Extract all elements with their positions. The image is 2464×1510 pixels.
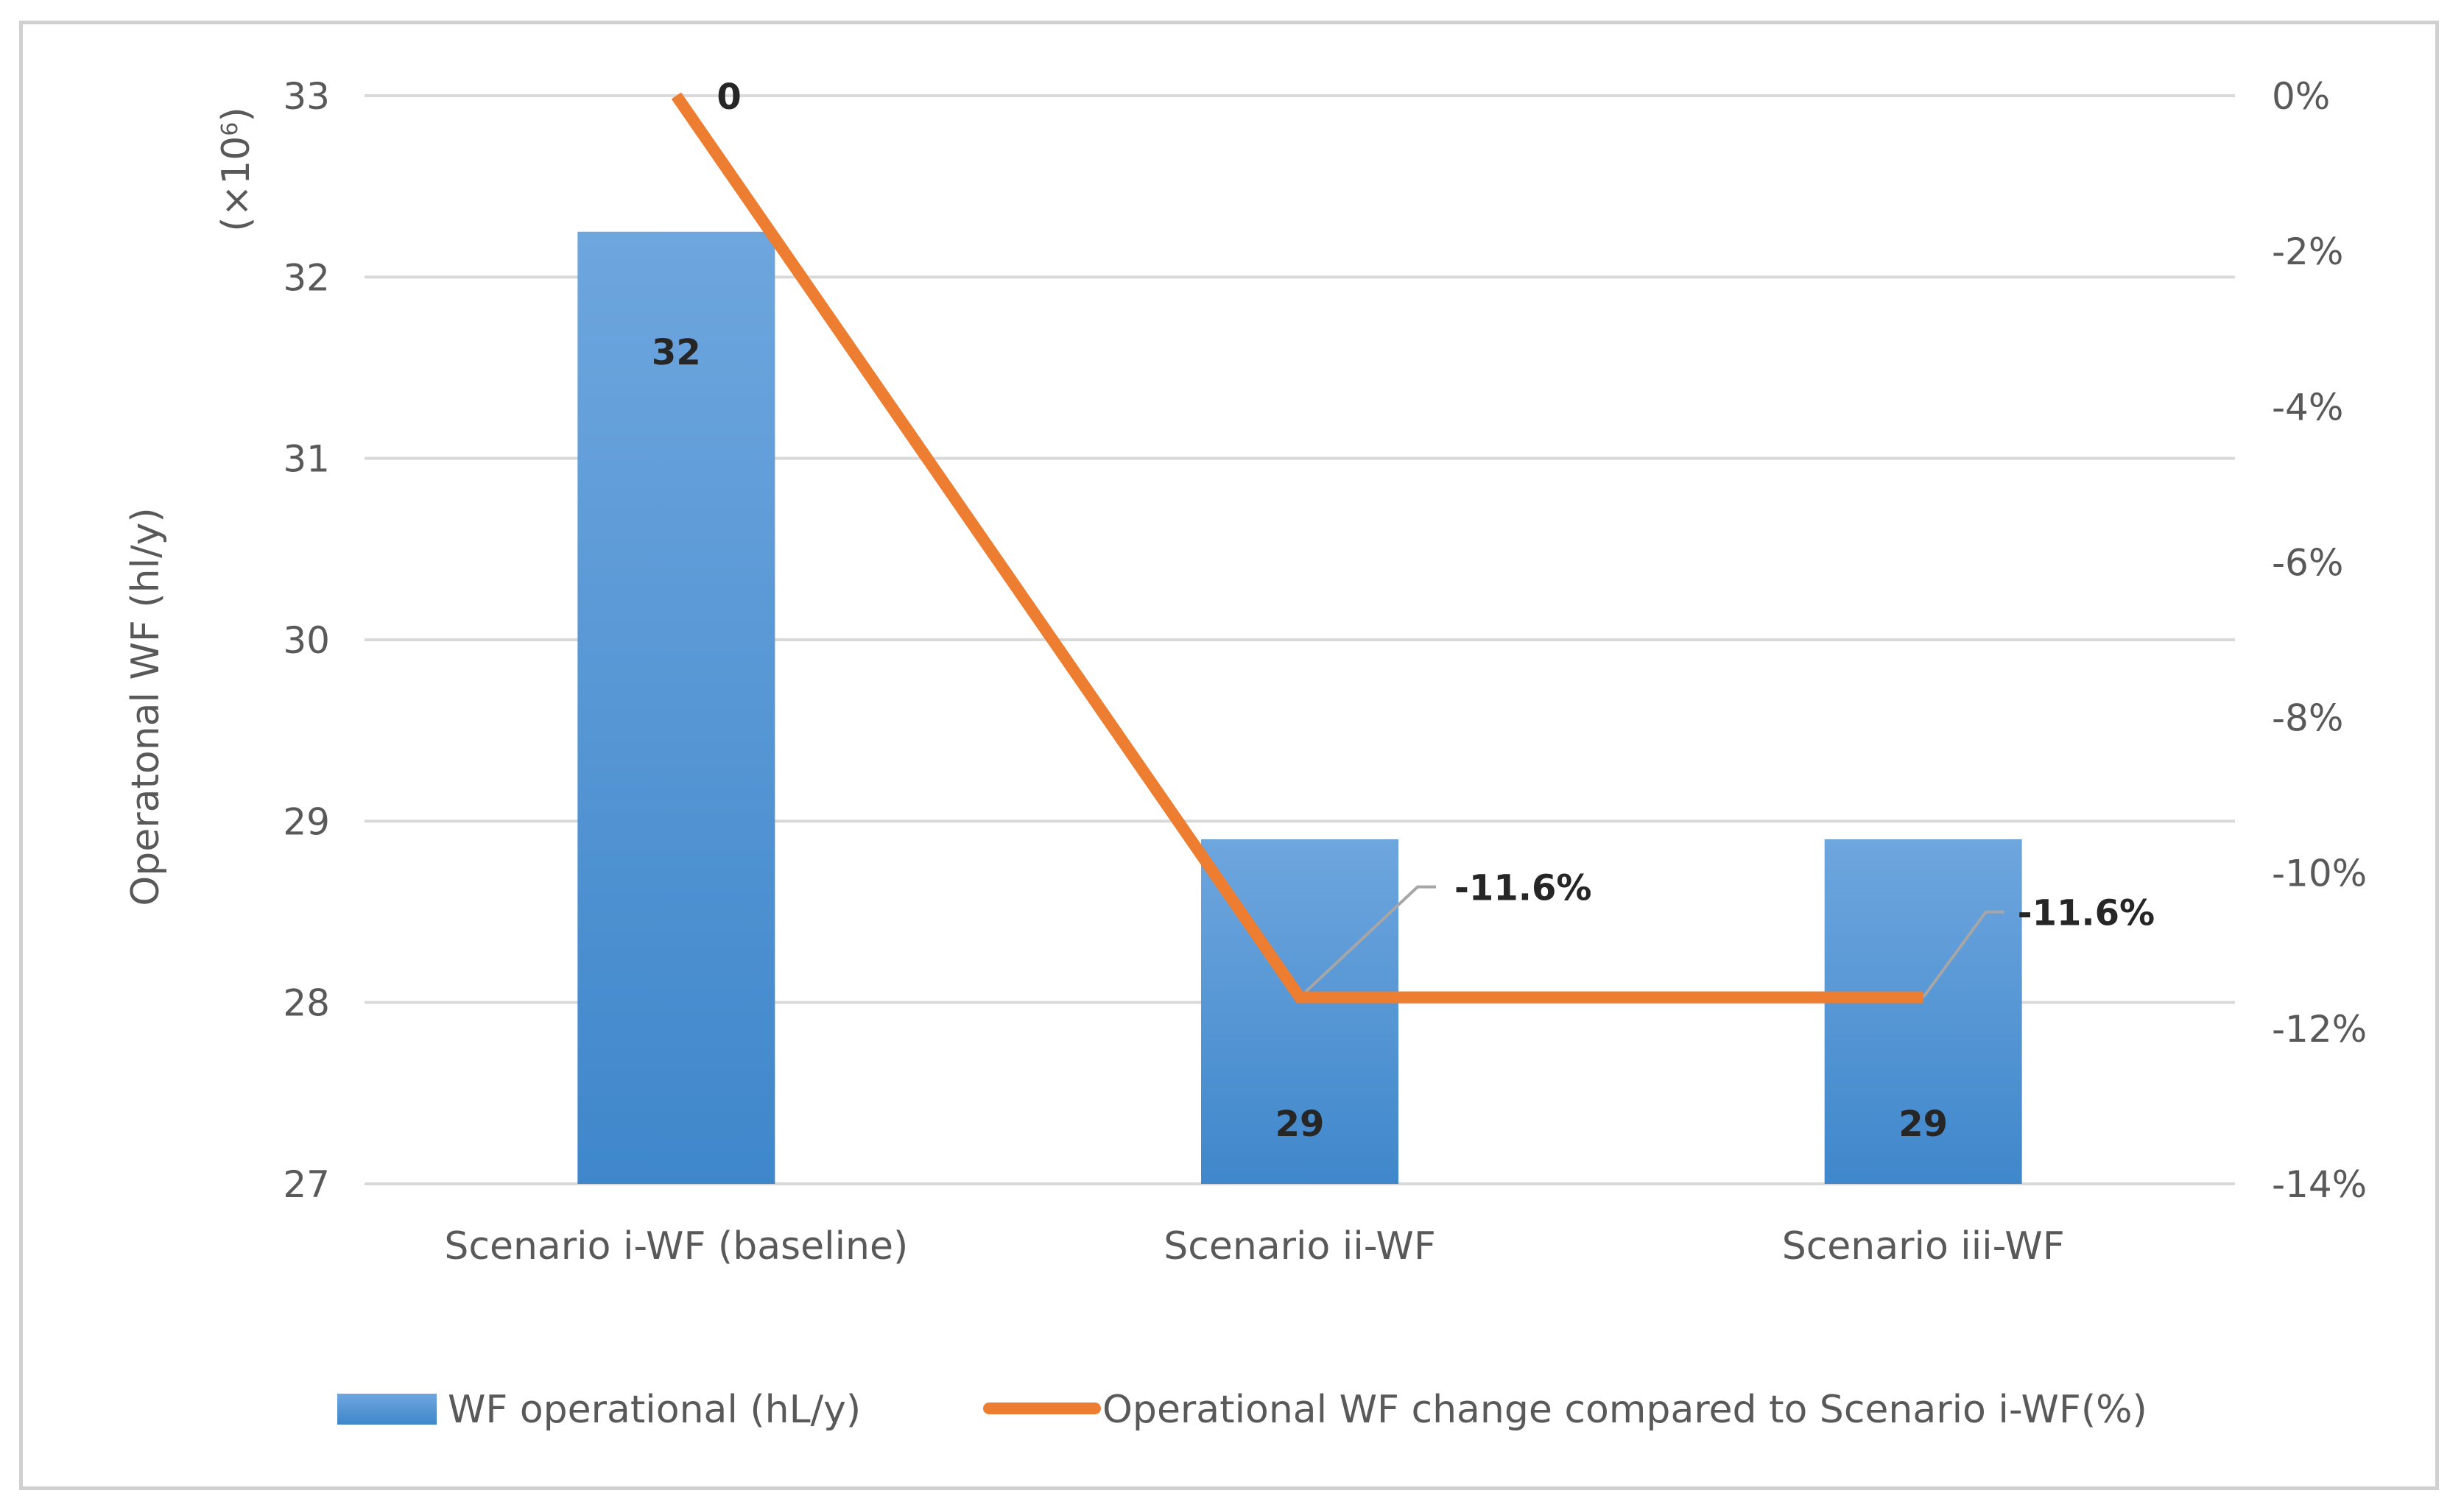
label-leader-line	[1298, 885, 1436, 999]
y-right-tick-label: -8%	[2272, 697, 2343, 740]
x-category-label: Scenario ii-WF	[1164, 1224, 1435, 1269]
y-right-tick-label: 0%	[2272, 75, 2330, 118]
y-left-tick-label: 30	[283, 619, 330, 662]
bar	[1824, 839, 2022, 1184]
y-left-tick-label: 28	[283, 982, 330, 1025]
legend: WF operational (hL/y) Operational WF cha…	[337, 1388, 2147, 1432]
line-series	[671, 92, 1923, 1003]
y-left-tick-label: 33	[283, 75, 330, 118]
y-left-tick-label: 29	[283, 800, 330, 843]
y-axis-multiplier: (×106)	[214, 107, 258, 231]
bar-series	[577, 231, 2022, 1184]
data-labels: 32 29 29 0 -11.6% -11.6%	[652, 77, 2155, 1145]
bar	[577, 231, 775, 1184]
legend-line-label: Operational WF change compared to Scenar…	[1102, 1388, 2147, 1432]
legend-bar-swatch	[337, 1394, 437, 1425]
y-left-tick-label: 31	[283, 438, 330, 481]
label-leaders	[1298, 885, 2004, 999]
y-left-tick-label: 32	[283, 256, 330, 299]
y-right-tick-label: -12%	[2272, 1008, 2367, 1051]
right-axis-ticks: 0% -2% -4% -6% -8% -10% -12% -14%	[2272, 75, 2367, 1206]
line-data-label: -11.6%	[2018, 893, 2155, 934]
category-labels: Scenario i-WF (baseline) Scenario ii-WF Sc…	[444, 1224, 2064, 1269]
chart-frame	[19, 21, 2439, 1490]
x-category-label: Scenario iii-WF	[1782, 1224, 2065, 1269]
line-data-label: 0	[717, 77, 741, 118]
bar-data-label: 29	[1275, 1104, 1325, 1145]
x-category-label: Scenario i-WF (baseline)	[444, 1224, 908, 1269]
y-right-tick-label: -10%	[2272, 853, 2367, 895]
y-right-tick-label: -14%	[2272, 1163, 2367, 1206]
bar-data-label: 32	[652, 332, 701, 373]
left-axis-ticks: 27 28 29 30 31 32 33	[283, 75, 330, 1206]
label-leader-line	[1922, 910, 2004, 998]
bar-data-label: 29	[1898, 1104, 1948, 1145]
y-right-tick-label: -2%	[2272, 230, 2343, 273]
y-right-tick-label: -6%	[2272, 541, 2343, 584]
legend-bar-label: WF operational (hL/y)	[448, 1388, 861, 1432]
line-data-label: -11.6%	[1454, 868, 1591, 909]
y-axis-title: Operatonal WF (hl/y)	[124, 507, 168, 906]
y-left-tick-label: 27	[283, 1163, 330, 1206]
y-right-tick-label: -4%	[2272, 386, 2343, 428]
